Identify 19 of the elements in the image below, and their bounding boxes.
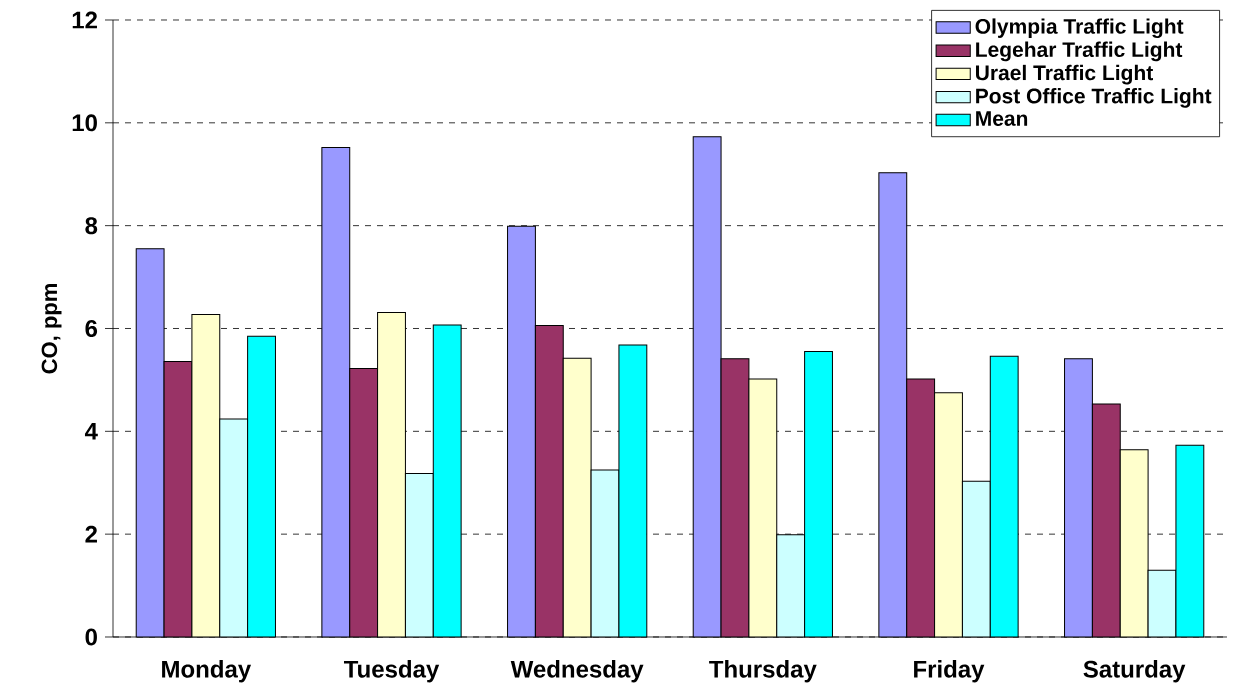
x-tick-label: Monday — [162, 660, 252, 683]
legend-label: Legehar Traffic Light — [976, 41, 1183, 62]
y-tick-label: 0 — [85, 628, 97, 646]
y-axis-title: CO, ppm — [41, 284, 62, 374]
y-tick-label: 6 — [85, 320, 98, 337]
y-tick-label: 8 — [85, 217, 98, 235]
x-tick-label: Tuesday — [343, 660, 440, 683]
y-tick-label: 12 — [72, 11, 97, 29]
y-tick-label: 10 — [72, 114, 97, 132]
legend-label: Post Office Traffic Light — [976, 88, 1212, 108]
legend-label: Urael Traffic Light — [975, 64, 1154, 85]
x-tick-label: Friday — [914, 660, 985, 683]
x-tick-label: Thursday — [709, 660, 817, 683]
legend-label: Mean — [976, 111, 1028, 126]
x-tick-label: Wednesday — [510, 660, 644, 683]
y-tick-label: 4 — [84, 423, 98, 440]
x-tick-label: Saturday — [1083, 660, 1186, 683]
legend-label: Olympia Traffic Light — [975, 18, 1184, 39]
y-tick-label: 2 — [85, 525, 97, 543]
